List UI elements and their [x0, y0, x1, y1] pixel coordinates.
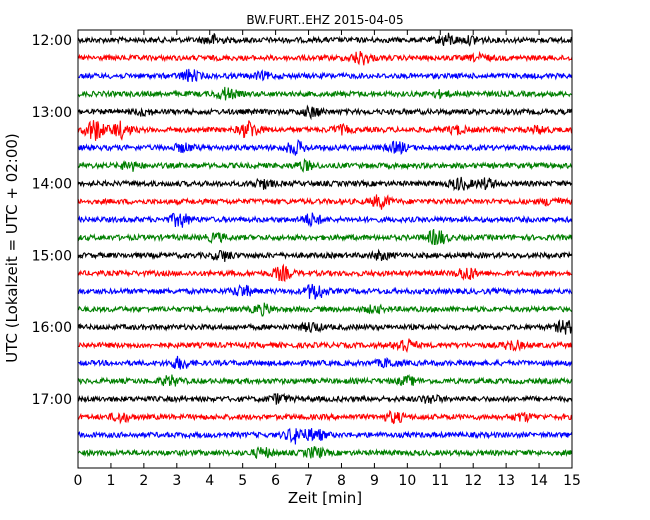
x-tick-label: 11 — [431, 473, 449, 489]
trace-1515 — [77, 263, 573, 283]
trace-1300 — [77, 104, 573, 121]
y-tick-label: 14:00 — [32, 177, 72, 193]
plot-area — [78, 30, 572, 468]
trace-1730 — [77, 427, 573, 445]
trace-1315 — [77, 120, 573, 141]
y-tick-label: 12:00 — [32, 33, 72, 49]
trace-1215 — [77, 50, 573, 66]
trace-1630 — [77, 355, 573, 370]
trace-1600 — [77, 319, 573, 335]
trace-1500 — [77, 248, 573, 262]
y-axis-ticks: 12:00 13:00 14:00 15:00 16:00 17:00 — [32, 33, 572, 408]
x-tick-label: 2 — [139, 473, 148, 489]
x-tick-label: 9 — [370, 473, 379, 489]
x-axis-ticks: 0 1 2 3 4 5 6 7 8 9 10 11 12 13 14 15 — [74, 30, 581, 489]
y-axis-label: UTC (Lokalzeit = UTC + 02:00) — [3, 133, 21, 363]
trace-1230 — [77, 68, 573, 82]
x-tick-label: 13 — [497, 473, 515, 489]
plot-frame — [77, 29, 573, 469]
trace-1330 — [77, 138, 573, 156]
y-tick-label: 15:00 — [32, 248, 72, 264]
trace-1345 — [77, 157, 573, 173]
x-tick-label: 15 — [563, 473, 581, 489]
x-tick-label: 7 — [304, 473, 313, 489]
x-tick-label: 10 — [398, 473, 416, 489]
trace-1530 — [77, 283, 573, 300]
trace-1615 — [77, 338, 573, 353]
x-tick-label: 8 — [337, 473, 346, 489]
trace-1745 — [77, 446, 573, 460]
trace-1715 — [77, 409, 573, 425]
trace-group — [77, 32, 573, 460]
trace-1400 — [77, 176, 573, 192]
trace-1645 — [77, 373, 573, 387]
x-tick-label: 1 — [106, 473, 115, 489]
x-tick-label: 12 — [464, 473, 482, 489]
trace-1245 — [77, 86, 573, 101]
trace-1200 — [77, 32, 573, 47]
trace-1545 — [78, 302, 573, 317]
x-axis-label: Zeit [min] — [288, 489, 362, 507]
trace-1430 — [77, 212, 573, 228]
x-tick-label: 3 — [172, 473, 181, 489]
x-tick-label: 6 — [271, 473, 280, 489]
y-tick-label: 17:00 — [32, 392, 72, 408]
chart-title: BW.FURT..EHZ 2015-04-05 — [246, 13, 403, 27]
x-tick-label: 5 — [238, 473, 247, 489]
y-tick-label: 13:00 — [32, 105, 72, 121]
x-tick-label: 0 — [74, 473, 83, 489]
x-tick-label: 4 — [205, 473, 214, 489]
y-tick-label: 16:00 — [32, 320, 72, 336]
x-tick-label: 14 — [530, 473, 548, 489]
trace-1445 — [77, 228, 573, 246]
trace-1700 — [77, 392, 573, 405]
trace-1415 — [77, 194, 573, 210]
